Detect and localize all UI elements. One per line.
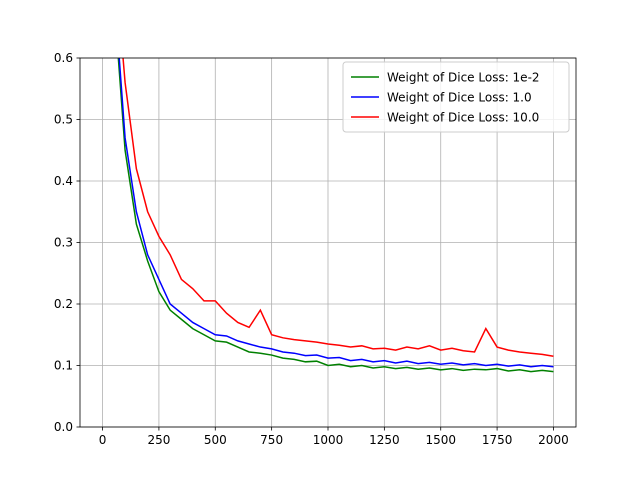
y-tick-label: 0.4 xyxy=(54,174,73,188)
x-tick-label: 500 xyxy=(204,433,227,447)
y-tick-label: 0.3 xyxy=(54,236,73,250)
x-tick-label: 1500 xyxy=(425,433,456,447)
y-tick-label: 0.1 xyxy=(54,359,73,373)
ticks: 0 250 500 750 1000 1250 1500 1750 2000 0.0 0.1 0.2 0… xyxy=(54,51,569,447)
x-tick-label: 1750 xyxy=(482,433,513,447)
y-tick-label: 0.2 xyxy=(54,297,73,311)
plot-area xyxy=(117,58,554,373)
legend-label: Weight of Dice Loss: 10.0 xyxy=(387,111,539,125)
x-tick-label: 750 xyxy=(260,433,283,447)
x-tick-label: 2000 xyxy=(538,433,569,447)
x-tick-label: 0 xyxy=(99,433,107,447)
series-line xyxy=(118,58,554,368)
legend: Weight of Dice Loss: 1e-2 Weight of Dice … xyxy=(342,61,570,133)
series-line xyxy=(117,58,554,373)
x-tick-label: 250 xyxy=(147,433,170,447)
x-tick-label: 1000 xyxy=(313,433,344,447)
y-tick-label: 0.0 xyxy=(54,420,73,434)
x-tick-label: 1250 xyxy=(369,433,400,447)
y-tick-label: 0.5 xyxy=(54,113,73,127)
legend-box xyxy=(342,61,570,133)
legend-label: Weight of Dice Loss: 1.0 xyxy=(387,91,532,105)
y-tick-label: 0.6 xyxy=(54,51,73,65)
legend-label: Weight of Dice Loss: 1e-2 xyxy=(387,71,540,85)
series-line xyxy=(122,58,554,358)
